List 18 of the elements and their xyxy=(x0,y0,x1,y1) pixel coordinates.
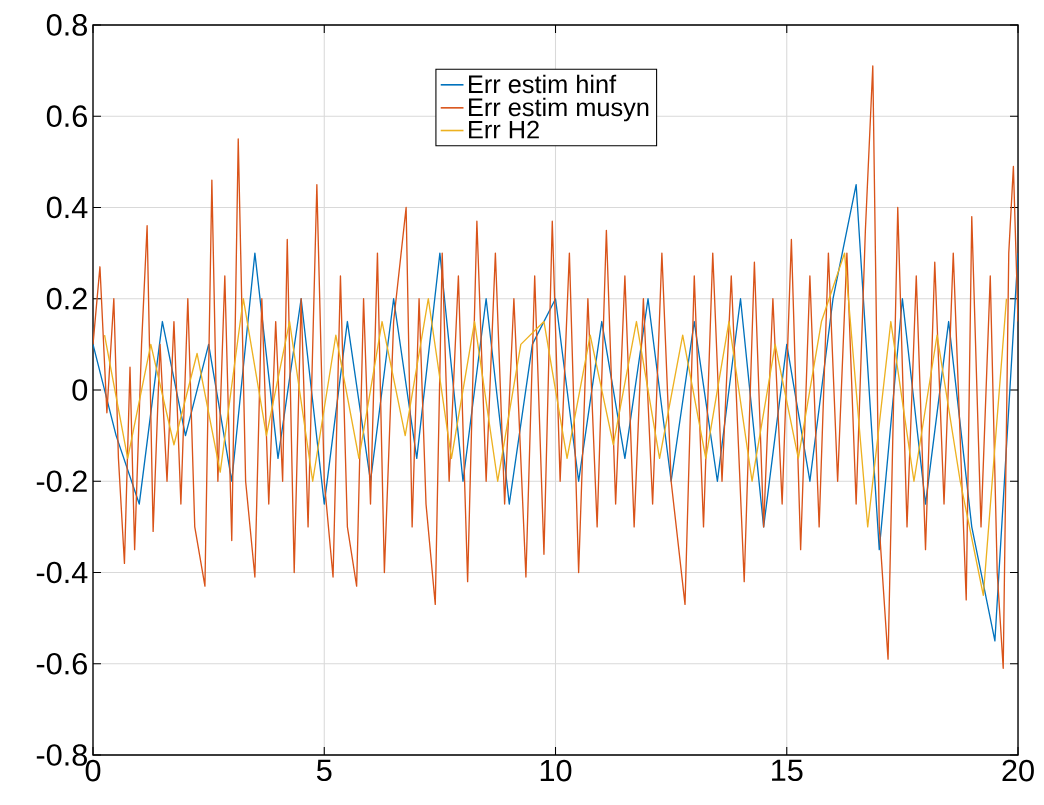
y-tick-label: 0.8 xyxy=(46,13,87,36)
y-tick-label: 0.6 xyxy=(46,105,87,127)
y-tick-label: -0.6 xyxy=(36,652,87,675)
x-tick-label: 15 xyxy=(772,759,803,781)
x-tick-label: 5 xyxy=(316,759,332,781)
y-tick-label: -0.4 xyxy=(36,561,88,584)
legend-label: Err estim hinf xyxy=(469,74,617,94)
x-tick-label: 10 xyxy=(540,759,572,782)
line-series xyxy=(103,252,1008,596)
legend-label: Err H2 xyxy=(469,120,539,139)
x-tick-label: 20 xyxy=(1002,759,1034,782)
line-series xyxy=(93,183,1019,642)
y-tick-label: 0.4 xyxy=(46,196,88,219)
y-tick-label: 0 xyxy=(72,378,88,401)
y-tick-label: -0.8 xyxy=(36,743,87,766)
line-series xyxy=(93,65,1019,669)
y-tick-label: 0.2 xyxy=(46,287,87,310)
y-tick-label: -0.2 xyxy=(36,470,87,492)
